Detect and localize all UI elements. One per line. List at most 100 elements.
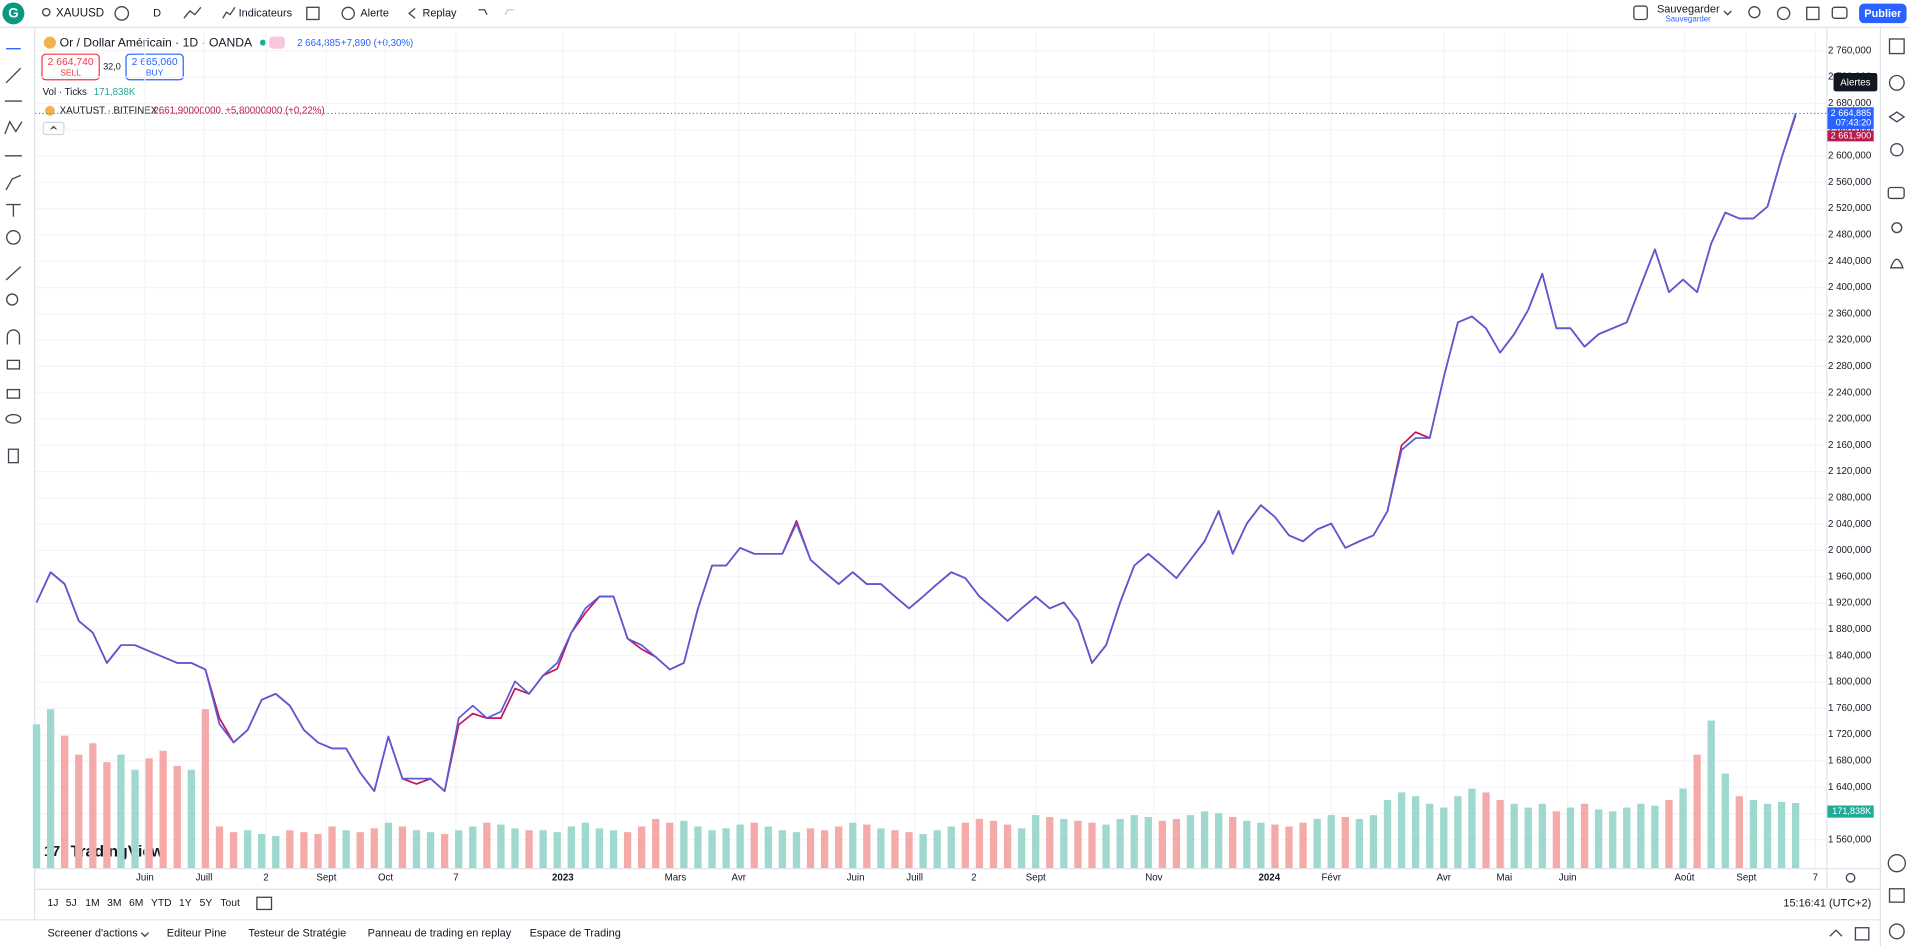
volume-bar [46, 709, 55, 869]
buy-button[interactable] [125, 53, 184, 81]
volume-bar [328, 826, 336, 869]
volume-bar [1144, 817, 1152, 869]
sell-button[interactable] [41, 53, 100, 81]
settings-icon[interactable] [1776, 6, 1791, 21]
save-menu-arrow[interactable] [1723, 10, 1732, 16]
y-tick-label: 2 640,000 [1828, 124, 1872, 135]
volume-bar [1285, 826, 1293, 869]
volume-legend: Vol · Ticks [43, 87, 87, 98]
y-tick-label: 2 400,000 [1828, 282, 1872, 293]
collapse-arrow [49, 125, 58, 131]
volume-bar [1257, 822, 1265, 869]
navigator-icon[interactable] [1887, 854, 1907, 873]
volume-bar [1454, 796, 1462, 869]
timeframe-button[interactable]: YTD [151, 898, 172, 909]
y-tick-label: 1 680,000 [1828, 755, 1872, 766]
volume-bar [1763, 803, 1772, 869]
bottom-tab[interactable]: Testeur de Stratégie [248, 928, 346, 940]
x-tick-label: 2024 [1258, 872, 1280, 883]
market-open-dot [259, 39, 267, 46]
bottom-tab[interactable]: Panneau de trading en replay [368, 928, 512, 940]
clock: 15:16:41 (UTC+2) [1783, 897, 1871, 909]
volume-bar [32, 724, 41, 869]
volume-bar [1341, 817, 1349, 869]
publish-button[interactable] [1859, 3, 1907, 24]
timeframe-button[interactable]: 6M [129, 898, 143, 909]
visibility-tool[interactable] [5, 413, 22, 424]
emoji-tool[interactable] [6, 230, 21, 245]
timeframe-button[interactable]: 5J [66, 898, 77, 909]
publish-label: Publier [1864, 8, 1902, 20]
watchlist-icon[interactable] [1888, 38, 1905, 55]
streams-icon[interactable] [1891, 222, 1903, 234]
volume-bar [145, 758, 153, 869]
screener-menu-arrow[interactable] [140, 932, 150, 938]
ideas-icon[interactable] [1890, 143, 1904, 157]
y-tick-label: 2 360,000 [1828, 308, 1872, 319]
collapse-legend[interactable] [42, 121, 65, 136]
bottom-tab[interactable]: Espace de Trading [530, 928, 621, 940]
volume-bar [961, 822, 969, 869]
calendar-icon[interactable] [1888, 888, 1905, 903]
compare-icon [45, 105, 55, 116]
notifications-icon[interactable] [1889, 258, 1904, 269]
volume-bar [1243, 820, 1251, 869]
volume-bar [1271, 824, 1279, 869]
layers-icon[interactable] [1888, 111, 1906, 123]
replay-button[interactable]: Replay [422, 7, 457, 19]
collapse-panel[interactable] [1829, 929, 1843, 937]
brush-tool[interactable] [5, 174, 21, 191]
alerts-icon[interactable] [1888, 74, 1905, 91]
chat-icon[interactable] [1887, 186, 1905, 200]
fullscreen-icon[interactable] [1806, 6, 1820, 21]
symbol[interactable]: XAUUSD [56, 7, 104, 19]
timeframe-button[interactable]: Tout [220, 898, 240, 909]
volume-bar [1200, 811, 1209, 869]
pattern-tool[interactable] [4, 120, 23, 135]
lock-tool[interactable] [6, 388, 21, 399]
lock-drawing-tool[interactable] [6, 359, 21, 370]
interval[interactable]: D [153, 7, 161, 19]
volume-bar [863, 824, 871, 869]
timeframe-button[interactable]: 1J [47, 898, 58, 909]
screenshot-icon[interactable] [1831, 6, 1848, 19]
volume-bar [1496, 799, 1504, 869]
volume-bar [1369, 815, 1378, 869]
bottom-tab[interactable]: Screener d'actions [47, 928, 138, 940]
layout-checkbox[interactable] [1633, 5, 1648, 21]
volume-bar [525, 830, 533, 869]
volume-bar [652, 818, 660, 869]
undo-icon[interactable] [478, 9, 488, 15]
help-icon[interactable] [1888, 923, 1905, 940]
alert-button[interactable]: Alerte [360, 7, 389, 19]
volume-bar [1046, 817, 1054, 869]
timeframe-button[interactable]: 3M [107, 898, 121, 909]
logo[interactable] [2, 2, 25, 25]
chart-style-icon[interactable] [183, 6, 202, 19]
delete-tool[interactable] [7, 448, 19, 464]
date-range-icon[interactable] [256, 896, 273, 911]
timeframe-button[interactable]: 1M [85, 898, 99, 909]
volume-bar [1158, 820, 1167, 869]
timeframe-button[interactable]: 1Y [179, 898, 192, 909]
magnet-tool[interactable] [6, 329, 21, 345]
timeframe-button[interactable]: 5Y [200, 898, 213, 909]
layouts-icon[interactable] [306, 6, 320, 21]
zoom-tool[interactable] [6, 293, 19, 306]
save-button[interactable]: Sauvegarder [1657, 4, 1720, 16]
add-symbol-icon[interactable] [114, 6, 130, 21]
last-price-label: 2 664,885 [1831, 108, 1872, 118]
y-tick-label: 2 000,000 [1828, 545, 1872, 556]
price-line [35, 113, 1797, 793]
bottom-tab[interactable]: Editeur Pine [167, 928, 227, 940]
trendline-tool[interactable] [5, 67, 22, 84]
quick-search-icon[interactable] [1748, 6, 1761, 19]
volume-bar [342, 830, 350, 869]
maximize-panel[interactable] [1854, 927, 1870, 941]
indicators-button[interactable]: Indicateurs [239, 7, 293, 19]
axis-settings[interactable] [1845, 872, 1856, 883]
ruler-tool[interactable] [5, 266, 22, 281]
volume-bar [201, 709, 210, 869]
volume-bar [1693, 754, 1701, 869]
